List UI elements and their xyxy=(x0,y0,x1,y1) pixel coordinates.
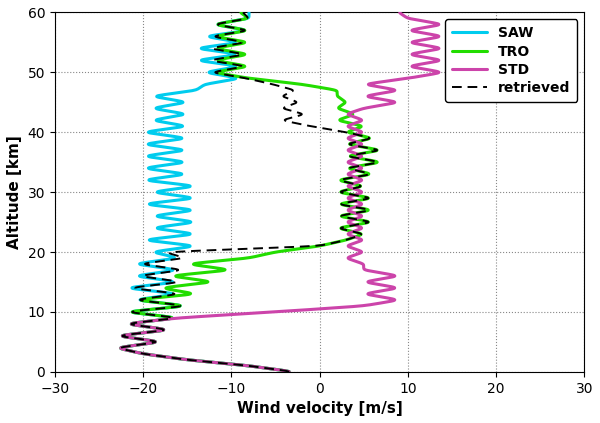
TRO xyxy=(358,151,365,156)
TRO xyxy=(371,161,379,166)
Legend: SAW, TRO, STD, retrieved: SAW, TRO, STD, retrieved xyxy=(445,19,577,102)
STD xyxy=(396,10,403,15)
SAW xyxy=(207,60,214,65)
TRO xyxy=(122,347,129,352)
SAW xyxy=(286,369,293,374)
retrieved xyxy=(286,369,293,374)
retrieved xyxy=(286,97,293,102)
Line: retrieved: retrieved xyxy=(121,12,377,372)
STD xyxy=(428,60,435,65)
Line: SAW: SAW xyxy=(121,12,289,372)
retrieved xyxy=(218,60,225,65)
SAW xyxy=(245,10,253,15)
TRO xyxy=(222,60,229,65)
STD xyxy=(377,97,385,102)
STD xyxy=(346,161,353,166)
TRO xyxy=(349,140,356,146)
TRO xyxy=(238,10,245,15)
SAW xyxy=(176,161,183,166)
SAW xyxy=(166,97,173,102)
X-axis label: Wind velocity [m/s]: Wind velocity [m/s] xyxy=(237,401,403,416)
STD xyxy=(356,140,363,146)
STD xyxy=(286,369,293,374)
Line: STD: STD xyxy=(121,12,439,372)
retrieved xyxy=(349,140,356,146)
Y-axis label: Altitude [km]: Altitude [km] xyxy=(7,135,22,249)
TRO xyxy=(286,369,293,374)
SAW xyxy=(149,140,157,146)
SAW xyxy=(158,151,165,156)
SAW xyxy=(122,347,129,352)
Line: TRO: TRO xyxy=(121,12,377,372)
STD xyxy=(353,151,360,156)
TRO xyxy=(338,97,345,102)
retrieved xyxy=(240,10,247,15)
retrieved xyxy=(371,161,379,166)
retrieved xyxy=(358,151,365,156)
STD xyxy=(122,347,129,352)
retrieved xyxy=(122,347,129,352)
